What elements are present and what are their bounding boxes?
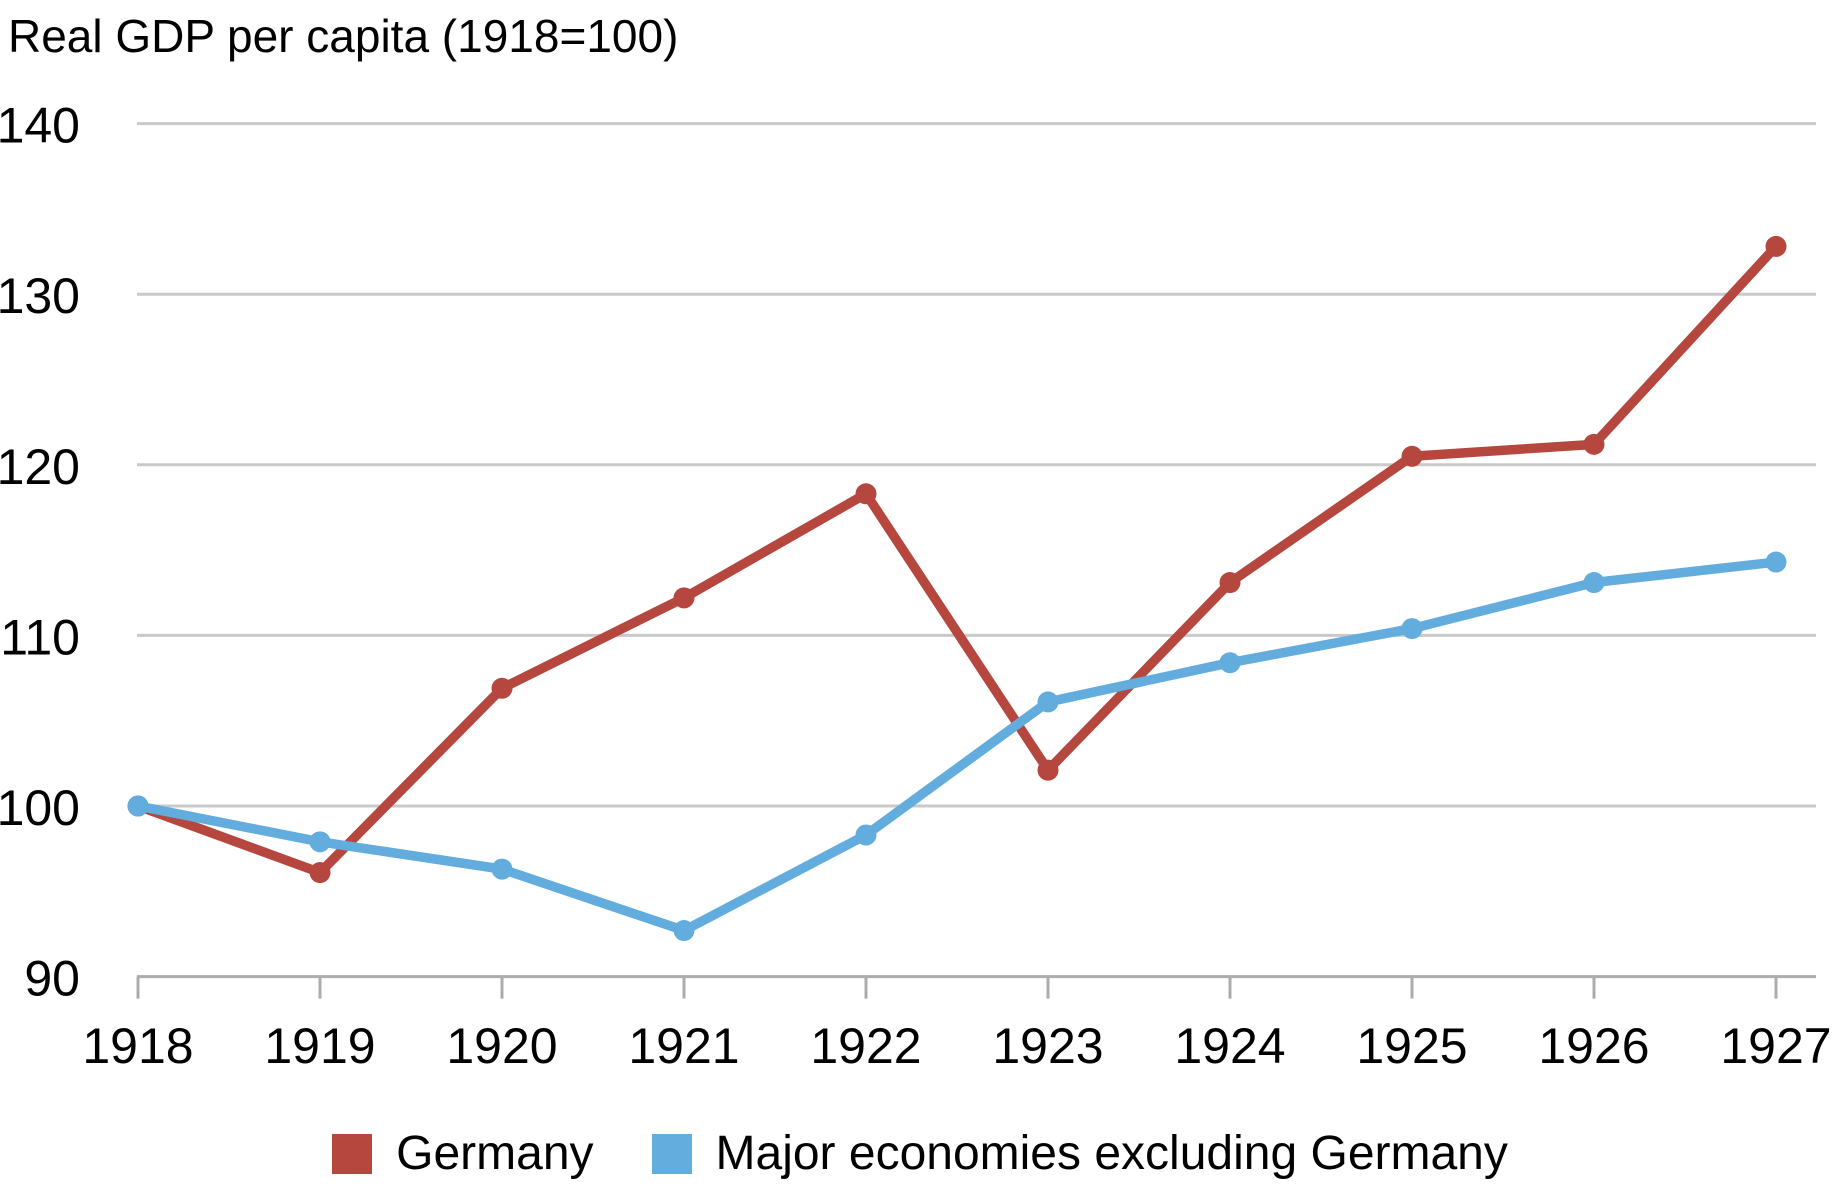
y-axis-label-120: 120 — [0, 439, 80, 495]
data-point-germany-1927 — [1765, 235, 1787, 257]
data-point-major-economies-excluding-germany-1918 — [127, 795, 149, 817]
data-point-germany-1921 — [673, 587, 695, 609]
legend: Germany Major economies excluding German… — [0, 1126, 1840, 1181]
legend-label-major-economies: Major economies excluding Germany — [715, 1127, 1508, 1180]
x-axis-label-1926: 1926 — [1538, 1018, 1649, 1074]
y-axis-label-90: 90 — [24, 951, 80, 1007]
data-point-germany-1926 — [1583, 433, 1605, 455]
x-axis-label-1920: 1920 — [446, 1018, 557, 1074]
data-point-germany-1923 — [1037, 759, 1059, 781]
data-point-major-economies-excluding-germany-1925 — [1401, 618, 1423, 640]
data-point-major-economies-excluding-germany-1921 — [673, 920, 695, 942]
data-point-germany-1919 — [309, 862, 331, 884]
legend-swatch-major-economies-icon — [651, 1133, 692, 1174]
data-point-major-economies-excluding-germany-1926 — [1583, 572, 1605, 594]
data-point-germany-1922 — [855, 483, 877, 505]
legend-item-major-economies: Major economies excluding Germany — [651, 1126, 1508, 1181]
data-point-major-economies-excluding-germany-1922 — [855, 824, 877, 846]
data-point-major-economies-excluding-germany-1920 — [491, 858, 513, 880]
legend-label-germany: Germany — [396, 1127, 594, 1180]
x-axis-label-1924: 1924 — [1174, 1018, 1285, 1074]
x-axis-label-1922: 1922 — [810, 1018, 921, 1074]
x-axis-label-1925: 1925 — [1356, 1018, 1467, 1074]
data-point-major-economies-excluding-germany-1927 — [1765, 551, 1787, 573]
data-point-major-economies-excluding-germany-1923 — [1037, 691, 1059, 713]
y-axis-label-130: 130 — [0, 268, 80, 324]
y-axis-label-140: 140 — [0, 98, 80, 154]
y-axis-label-100: 100 — [0, 780, 80, 836]
data-point-germany-1920 — [491, 677, 513, 699]
series-line-germany — [133, 241, 1781, 878]
y-axis-label-110: 110 — [0, 609, 80, 665]
x-axis-label-1918: 1918 — [82, 1018, 193, 1074]
x-axis-label-1921: 1921 — [628, 1018, 739, 1074]
data-point-major-economies-excluding-germany-1924 — [1219, 652, 1241, 674]
series-line-major-economies-excluding-germany — [133, 557, 1781, 936]
legend-swatch-germany-icon — [332, 1133, 373, 1174]
x-axis-label-1927: 1927 — [1720, 1018, 1831, 1074]
data-point-germany-1925 — [1401, 445, 1423, 467]
data-point-major-economies-excluding-germany-1919 — [309, 831, 331, 853]
line-chart-plot-area: 90 100 110 120 130 140 1918 1919 1920 1921 1922 192… — [0, 98, 1832, 1074]
x-axis-label-1919: 1919 — [264, 1018, 375, 1074]
legend-item-germany: Germany — [332, 1126, 594, 1181]
chart-title: Real GDP per capita (1918=100) — [8, 10, 679, 62]
x-axis-label-1923: 1923 — [992, 1018, 1103, 1074]
data-point-germany-1924 — [1219, 572, 1241, 594]
